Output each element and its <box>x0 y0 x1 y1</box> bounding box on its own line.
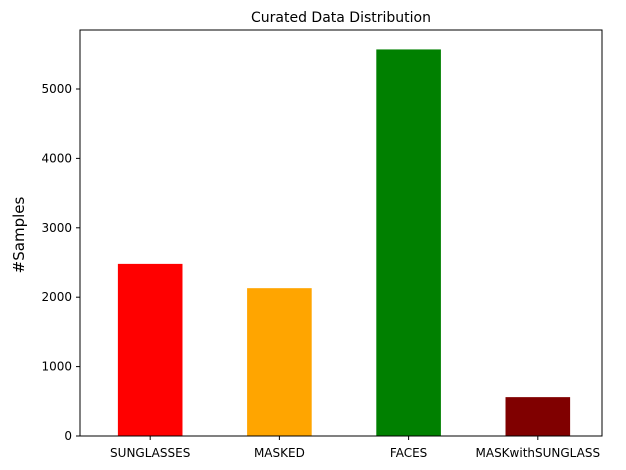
bars-group <box>117 49 571 436</box>
y-tick-label: 1000 <box>41 360 72 374</box>
bar-masked <box>247 288 312 436</box>
x-tick-label: SUNGLASSES <box>110 446 190 460</box>
y-tick-label: 2000 <box>41 290 72 304</box>
bar-sunglasses <box>117 263 183 436</box>
chart-title: Curated Data Distribution <box>251 10 431 26</box>
bar-faces <box>376 49 441 436</box>
y-tick-label: 0 <box>64 429 72 443</box>
y-tick-label: 3000 <box>41 221 72 235</box>
y-axis-ticks: 0 1000 2000 3000 4000 5000 <box>41 82 80 443</box>
y-tick-label: 4000 <box>41 151 72 165</box>
plot-area-frame <box>79 29 603 437</box>
y-tick-label: 5000 <box>41 82 72 96</box>
x-tick-label: MASKED <box>254 446 305 460</box>
x-tick-label: FACES <box>390 446 427 460</box>
y-axis-label: #Samples <box>10 197 28 274</box>
bar-maskwithsunglass <box>505 397 571 436</box>
x-axis-ticks: SUNGLASSES MASKED FACES MASKwithSUNGLASS <box>110 436 600 460</box>
x-tick-label: MASKwithSUNGLASS <box>476 446 601 460</box>
